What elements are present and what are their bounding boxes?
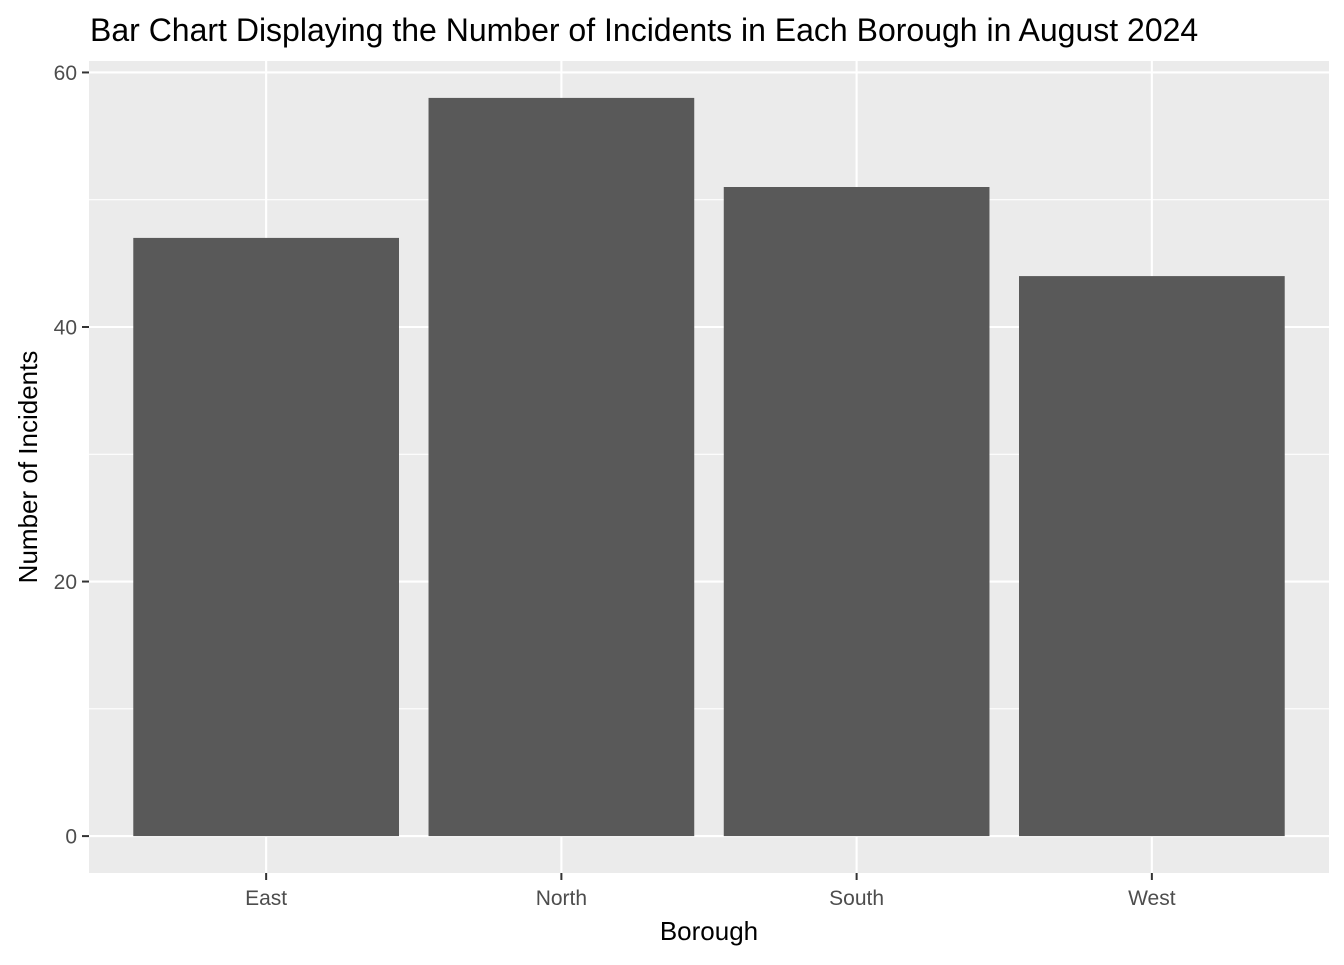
bar-north bbox=[428, 97, 695, 837]
bars bbox=[133, 97, 1285, 837]
chart-title: Bar Chart Displaying the Number of Incid… bbox=[90, 12, 1198, 48]
x-tick-label: South bbox=[829, 887, 884, 910]
x-axis-title: Borough bbox=[660, 916, 758, 946]
bar-east bbox=[133, 237, 400, 837]
y-tick-label: 40 bbox=[54, 317, 77, 340]
y-axis-title: Number of Incidents bbox=[13, 351, 43, 584]
y-tick-label: 20 bbox=[54, 571, 77, 594]
x-tick-label: East bbox=[245, 887, 287, 910]
y-tick-label: 60 bbox=[54, 62, 77, 85]
bar-south bbox=[723, 187, 990, 837]
x-tick-label: West bbox=[1128, 887, 1176, 910]
y-axis: 0 20 40 60 bbox=[54, 62, 89, 849]
x-axis: East North South West bbox=[245, 873, 1176, 910]
bar-west bbox=[1019, 276, 1285, 837]
x-tick-label: North bbox=[536, 887, 587, 910]
y-tick-label: 0 bbox=[65, 826, 77, 849]
